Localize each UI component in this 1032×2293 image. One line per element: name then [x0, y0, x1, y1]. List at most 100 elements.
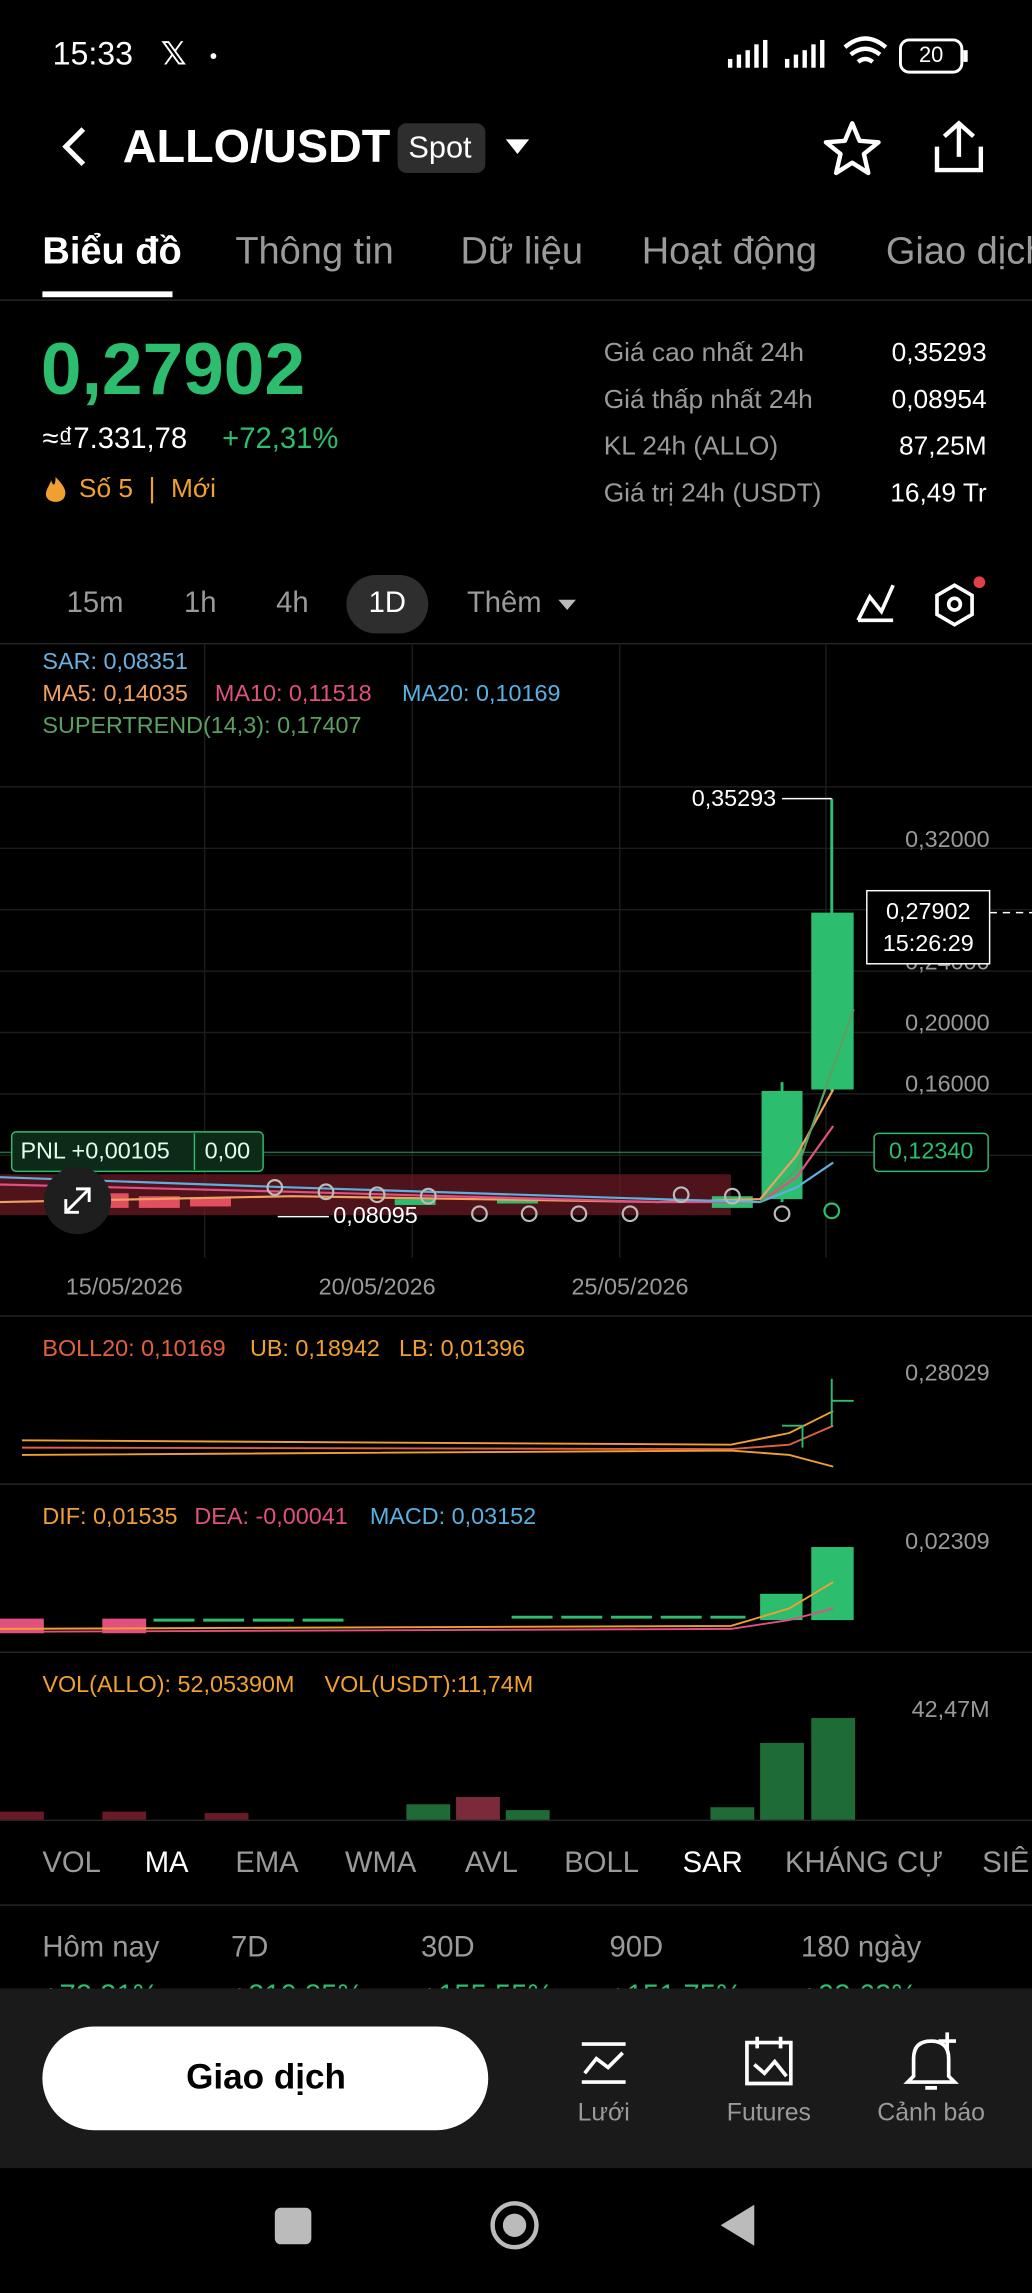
period-label: 30D	[421, 1932, 475, 1964]
indicator-tab[interactable]: MA	[145, 1847, 189, 1879]
position-price: 0,12340	[889, 1138, 974, 1164]
tab-indicator	[42, 291, 173, 298]
interval[interactable]: Thêm	[467, 587, 542, 619]
tag: Mới	[171, 473, 216, 503]
tab[interactable]: Giao dịch	[886, 230, 1032, 272]
stat-label: Giá trị 24h (USDT)	[604, 478, 822, 508]
stat-label: Giá cao nhất 24h	[604, 337, 804, 367]
x-icon: 𝕏	[161, 36, 187, 72]
tab[interactable]: Hoạt động	[642, 230, 817, 272]
rank: Số 5	[79, 473, 133, 503]
trade-button[interactable]	[42, 2026, 489, 2131]
period-label: Hôm nay	[42, 1932, 159, 1964]
dot	[210, 53, 217, 59]
indicator-tab[interactable]: WMA	[345, 1847, 417, 1879]
macd-value: MACD: 0,03152	[370, 1503, 536, 1529]
sar-label: SAR: 0,08351	[42, 648, 188, 674]
date-axis: 15/05/2026 20/05/2026 25/05/2026	[66, 1273, 689, 1299]
price-change: +72,31%	[222, 423, 338, 455]
moving-averages	[0, 1008, 855, 1204]
interval[interactable]: 15m	[67, 587, 124, 619]
stat-label: Giá thấp nhất 24h	[604, 384, 813, 414]
last-price-label: 0,27902	[886, 898, 971, 924]
low-label: 0,08095	[333, 1202, 418, 1228]
pair-dropdown[interactable]	[505, 139, 530, 154]
grid-icon	[581, 2042, 626, 2084]
nav-recent[interactable]	[274, 2207, 312, 2245]
expand-icon	[64, 1187, 91, 1214]
macd-dif: DIF: 0,01535	[42, 1503, 177, 1529]
indicator-button[interactable]	[856, 584, 895, 623]
tab[interactable]: Dữ liệu	[460, 230, 583, 272]
high-label: 0,35293	[692, 785, 777, 811]
indicator-tab[interactable]: SIÊ	[982, 1846, 1029, 1879]
nav-back[interactable]	[720, 2204, 755, 2246]
stat-value: 87,25M	[899, 431, 987, 461]
clock: 15:33	[53, 36, 133, 72]
action-label[interactable]: Lưới	[578, 2100, 630, 2127]
pnl: PNL +0,00105	[20, 1138, 169, 1164]
share[interactable]	[934, 120, 984, 173]
volume-bars	[0, 1718, 856, 1821]
market: Spot	[408, 130, 472, 165]
period-label: 90D	[610, 1932, 664, 1964]
date-label: 15/05/2026	[66, 1273, 183, 1299]
settings-button[interactable]	[935, 583, 974, 627]
tab-bar: Biểu đồ Thông tin Dữ liệu Hoạt động Giao dịc…	[42, 230, 1032, 272]
vol-base: VOL(ALLO): 52,05390M	[42, 1671, 294, 1697]
more-dropdown[interactable]	[558, 599, 576, 611]
supertrend-label: SUPERTREND(14,3): 0,17407	[42, 712, 361, 738]
vol-quote: VOL(USDT):11,74M	[325, 1671, 534, 1697]
boll-lb: LB: 0,01396	[399, 1335, 525, 1361]
tab[interactable]: Biểu đồ	[42, 230, 181, 272]
interval[interactable]: 1h	[184, 587, 217, 619]
stat-value: 16,49 Tr	[890, 478, 987, 508]
stats: Giá cao nhất 24h 0,35293 Giá thấp nhất 24h…	[604, 337, 987, 507]
battery-tip	[963, 50, 968, 62]
wifi-icon	[843, 36, 888, 64]
futures-icon	[745, 2036, 793, 2086]
notification-dot	[973, 576, 986, 589]
fire-icon	[45, 477, 66, 502]
indicator-tab[interactable]: AVL	[465, 1847, 518, 1879]
interval-bar: 15m 1h 4h 1D Thêm	[67, 587, 542, 619]
action-label[interactable]: Cảnh báo	[877, 2100, 985, 2127]
battery	[898, 38, 964, 74]
action-label[interactable]: Futures	[727, 2100, 811, 2127]
nav-home[interactable]	[490, 2201, 539, 2250]
signal-icons	[727, 39, 825, 68]
interval[interactable]: 1D	[369, 587, 406, 619]
price-tick-label: 0,16000	[905, 1071, 990, 1097]
indicator-tab[interactable]: VOL	[42, 1847, 100, 1879]
back-button[interactable]	[62, 127, 86, 167]
interval-active	[346, 574, 429, 634]
macd-dea: DEA: -0,00041	[194, 1503, 347, 1529]
settings-dot	[946, 596, 963, 612]
boll-mid: BOLL20: 0,10169	[42, 1335, 225, 1361]
countdown: 15:26:29	[883, 930, 974, 956]
battery-level: 20	[919, 42, 943, 67]
period-label: 7D	[231, 1932, 268, 1964]
indicator-tab[interactable]: BOLL	[564, 1847, 639, 1879]
price-tick-label: 0,32000	[905, 826, 990, 852]
pair: ALLO/USDT	[123, 120, 391, 172]
indicator-tab[interactable]: KHÁNG CỰ	[785, 1846, 943, 1879]
indicator-tab[interactable]: EMA	[235, 1847, 299, 1879]
pnl-amount: 0,00	[205, 1138, 251, 1164]
indicator-tab[interactable]: SAR	[683, 1847, 743, 1879]
stat-value: 0,35293	[892, 337, 987, 367]
favorite[interactable]	[823, 121, 881, 176]
sar-dots	[266, 1179, 841, 1223]
vol-axis: 42,47M	[912, 1696, 990, 1722]
period-label: 180 ngày	[801, 1932, 922, 1964]
last-price-box	[866, 889, 991, 965]
stat-label: KL 24h (ALLO)	[604, 431, 778, 461]
tab[interactable]: Thông tin	[235, 230, 393, 272]
nav-home-dot	[502, 2213, 527, 2237]
ma10-label: MA10: 0,11518	[215, 680, 372, 706]
interval[interactable]: 4h	[276, 587, 309, 619]
pnl-box[interactable]	[10, 1131, 264, 1173]
date-label: 20/05/2026	[319, 1273, 436, 1299]
